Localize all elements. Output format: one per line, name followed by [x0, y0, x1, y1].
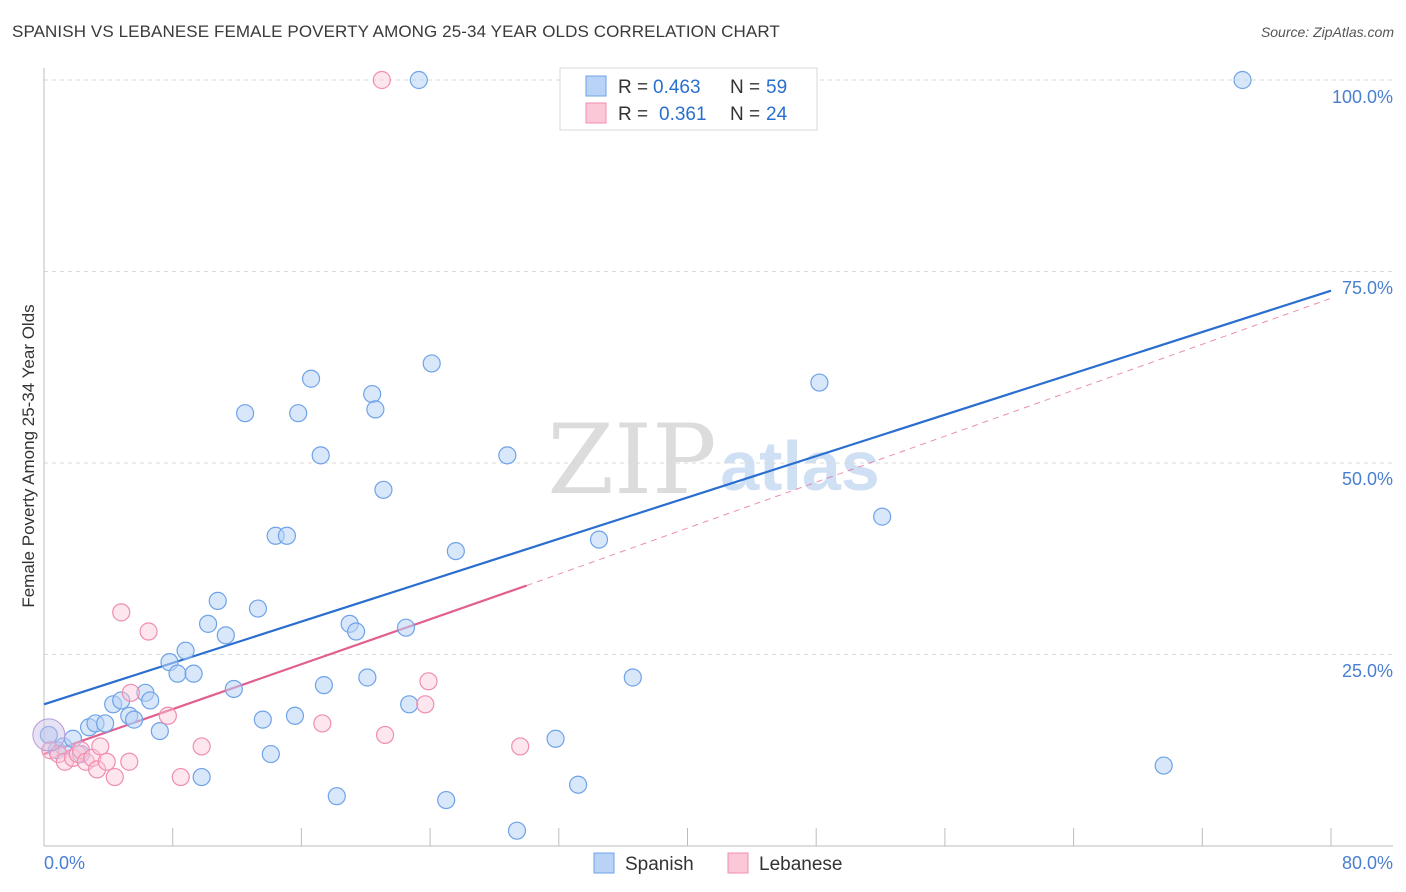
spanish-point-37 — [346, 622, 366, 641]
spanish-point-44 — [409, 70, 428, 90]
spanish-point-41 — [374, 480, 393, 499]
lebanese-point-13 — [120, 752, 139, 771]
x-tick-label-max: 80.0% — [1342, 853, 1393, 873]
spanish-point-56 — [873, 507, 892, 526]
spanish-point-26 — [253, 710, 272, 729]
spanish-point-23 — [224, 679, 243, 699]
spanish-point-57 — [1154, 756, 1173, 775]
spanish-point-22 — [216, 626, 235, 645]
spanish-point-47 — [446, 541, 465, 561]
lebanese-trend-line — [43, 584, 527, 756]
spanish-point-40 — [366, 400, 385, 419]
spanish-point-9 — [112, 691, 131, 710]
spanish-point-14 — [150, 721, 169, 741]
legend-r-label-lebanese: R = — [618, 104, 648, 125]
origin-cluster-point — [32, 718, 66, 752]
spanish-point-19 — [192, 767, 211, 787]
spanish-point-29 — [277, 526, 297, 545]
spanish-point-52 — [589, 530, 609, 549]
watermark-atlas: atlas — [720, 427, 880, 505]
spanish-point-20 — [198, 614, 218, 633]
data-points — [32, 70, 1252, 840]
grid-lines — [44, 79, 1393, 655]
spanish-point-50 — [546, 729, 565, 748]
lebanese-point-20 — [372, 70, 391, 90]
spanish-point-35 — [327, 787, 346, 806]
lebanese-point-8 — [87, 760, 107, 779]
spanish-point-32 — [301, 369, 321, 388]
lebanese-point-18 — [192, 737, 211, 756]
legend-swatch-spanish — [585, 75, 607, 97]
lebanese-point-12 — [112, 603, 131, 622]
bottom-legend-label-spanish: Spanish — [625, 854, 694, 875]
legend-r-label-spanish: R = — [618, 77, 648, 98]
legend-n-value-spanish: 59 — [766, 77, 787, 98]
lebanese-point-21 — [375, 725, 395, 745]
bottom-legend: Spanish Lebanese — [593, 852, 842, 875]
legend-n-label-spanish: N = — [730, 77, 760, 98]
spanish-point-33 — [311, 446, 330, 465]
spanish-point-38 — [358, 668, 377, 687]
x-tick-label-min: 0.0% — [44, 853, 85, 873]
y-tick-label-100: 100.0% — [1332, 87, 1393, 107]
chart-source: Source: ZipAtlas.com — [1260, 24, 1394, 40]
lebanese-point-19 — [313, 714, 332, 733]
legend-n-label-lebanese: N = — [730, 104, 760, 125]
spanish-point-17 — [176, 641, 195, 660]
spanish-point-58 — [1233, 70, 1252, 90]
spanish-point-34 — [314, 676, 334, 695]
lebanese-point-16 — [158, 706, 177, 725]
y-tick-label-50: 50.0% — [1342, 469, 1393, 489]
lebanese-point-11 — [105, 767, 124, 787]
spanish-point-7 — [96, 714, 115, 733]
chart-title: SPANISH VS LEBANESE FEMALE POVERTY AMONG… — [12, 22, 780, 41]
y-axis-label: Female Poverty Among 25-34 Year Olds — [19, 304, 38, 607]
spanish-point-24 — [235, 404, 255, 423]
lebanese-point-15 — [139, 622, 158, 641]
spanish-point-21 — [208, 591, 227, 610]
lebanese-point-14 — [121, 683, 140, 702]
spanish-point-53 — [623, 668, 642, 687]
spanish-point-39 — [363, 384, 382, 404]
spanish-point-30 — [285, 706, 305, 725]
trend-lines — [43, 289, 1332, 756]
spanish-point-48 — [498, 446, 517, 465]
spanish-point-31 — [289, 404, 308, 423]
lebanese-point-10 — [97, 752, 116, 771]
lebanese-point-24 — [511, 737, 530, 756]
spanish-point-42 — [396, 618, 416, 637]
spanish-point-0 — [39, 725, 58, 745]
watermark-zip: ZIP — [547, 404, 716, 516]
spanish-point-11 — [124, 710, 144, 729]
spanish-point-49 — [507, 821, 527, 840]
spanish-point-51 — [569, 775, 588, 794]
lebanese-point-17 — [171, 767, 190, 787]
spanish-point-43 — [400, 695, 419, 714]
spanish-point-13 — [141, 691, 160, 710]
legend: R = 0.463 N = 59 R = 0.361 N = 24 — [559, 67, 818, 131]
lebanese-point-9 — [91, 737, 110, 756]
spanish-point-16 — [168, 664, 187, 683]
legend-r-value-lebanese: 0.361 — [659, 104, 707, 125]
lebanese-point-22 — [416, 695, 435, 714]
legend-r-value-spanish: 0.463 — [653, 77, 701, 98]
spanish-point-55 — [810, 373, 829, 392]
y-tick-label-25: 25.0% — [1342, 661, 1393, 681]
y-tick-label-75: 75.0% — [1342, 278, 1393, 298]
spanish-point-18 — [184, 664, 203, 683]
lebanese-point-23 — [419, 672, 438, 691]
bottom-legend-swatch-lebanese — [727, 852, 749, 874]
axes — [43, 68, 1393, 847]
spanish-point-25 — [248, 599, 268, 618]
bottom-legend-swatch-spanish — [593, 852, 615, 874]
spanish-point-45 — [422, 354, 441, 373]
bottom-legend-label-lebanese: Lebanese — [759, 854, 842, 875]
spanish-point-27 — [261, 744, 280, 764]
spanish-trend-line — [43, 289, 1332, 706]
spanish-point-46 — [437, 790, 456, 810]
legend-swatch-lebanese — [585, 102, 607, 124]
legend-n-value-lebanese: 24 — [766, 104, 788, 125]
